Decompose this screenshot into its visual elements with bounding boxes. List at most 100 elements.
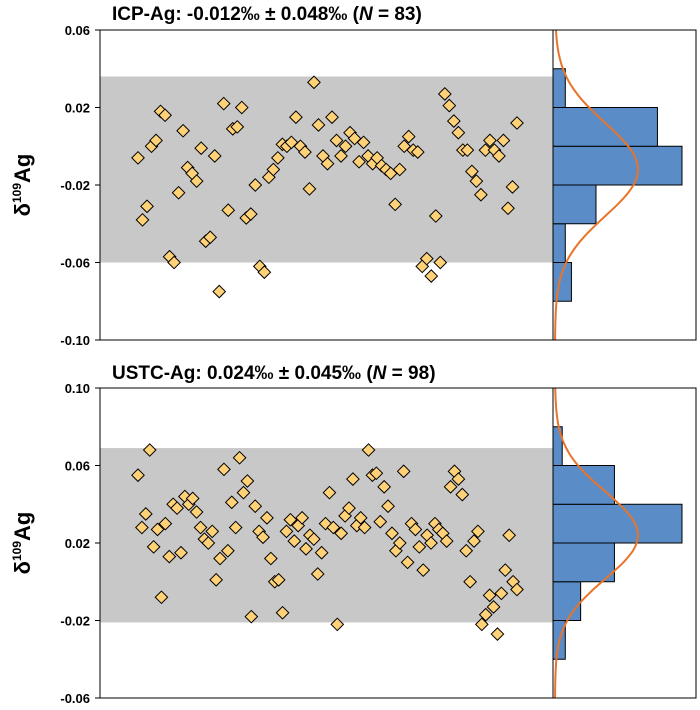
data-point xyxy=(490,627,505,641)
data-point xyxy=(174,545,188,560)
data-point xyxy=(334,149,348,163)
y-tick-label: 0.02 xyxy=(65,536,90,551)
data-point xyxy=(299,541,313,556)
data-point xyxy=(135,212,150,227)
data-point xyxy=(385,526,399,541)
normal-curve xyxy=(554,29,639,340)
data-point xyxy=(248,499,263,514)
data-point xyxy=(502,528,517,543)
data-point xyxy=(334,526,349,541)
data-point xyxy=(287,534,302,548)
panel-2: USTC-Ag: 0.024‰ ± 0.045‰ (N = 98) 0.10 0.0… xyxy=(10,363,697,706)
data-point xyxy=(408,522,423,537)
data-point xyxy=(471,524,485,539)
data-point xyxy=(240,474,255,488)
data-point xyxy=(194,141,209,156)
data-point xyxy=(478,143,493,158)
data-point xyxy=(381,499,395,514)
data-point xyxy=(322,485,337,500)
histogram-bar xyxy=(552,262,572,302)
normal-curve xyxy=(554,388,639,698)
y-axis-label: δ109Ag xyxy=(10,512,35,575)
data-point xyxy=(482,588,497,603)
histogram-bar xyxy=(552,184,597,225)
data-point xyxy=(474,617,489,632)
data-point xyxy=(248,178,263,192)
data-point xyxy=(377,479,392,494)
data-point xyxy=(217,462,231,477)
data-point xyxy=(209,572,224,587)
data-point xyxy=(498,563,513,578)
histogram-bar xyxy=(552,68,566,108)
data-point xyxy=(459,543,474,558)
y-tick-label: -0.06 xyxy=(60,256,90,271)
data-point xyxy=(357,520,372,535)
data-point xyxy=(338,139,353,154)
y-axis-label: δ109Ag xyxy=(10,154,35,217)
data-point xyxy=(330,617,345,632)
data-point xyxy=(236,485,251,500)
data-point xyxy=(325,110,339,125)
data-point xyxy=(207,149,222,163)
data-point xyxy=(437,87,452,101)
data-point xyxy=(266,162,281,177)
y-tick-label: -0.02 xyxy=(60,178,90,193)
data-point xyxy=(311,118,326,132)
data-point xyxy=(392,162,407,177)
data-point xyxy=(353,510,368,525)
data-point xyxy=(260,510,274,525)
data-point xyxy=(232,450,247,465)
data-point xyxy=(433,255,448,270)
data-point xyxy=(486,600,501,614)
data-point xyxy=(469,174,484,189)
data-point xyxy=(410,145,425,159)
data-point xyxy=(473,187,488,202)
data-point xyxy=(224,495,239,510)
data-point xyxy=(295,510,310,525)
data-point xyxy=(463,574,478,589)
data-point xyxy=(342,501,356,516)
data-point xyxy=(416,563,431,578)
y-tick-label: -0.06 xyxy=(60,691,90,706)
data-point xyxy=(275,605,290,620)
data-point xyxy=(302,181,317,196)
y-tick-label: -0.02 xyxy=(60,614,90,629)
histogram-bar xyxy=(552,145,683,186)
data-point xyxy=(162,549,177,564)
data-point xyxy=(193,520,208,535)
data-point xyxy=(478,607,493,622)
data-point xyxy=(189,174,204,189)
data-point xyxy=(483,133,497,148)
data-point xyxy=(146,539,161,554)
data-point xyxy=(369,466,384,481)
data-point xyxy=(205,524,220,539)
y-tick-label: 0.06 xyxy=(65,23,90,38)
histogram-bar xyxy=(552,542,615,583)
data-point xyxy=(428,209,443,223)
data-point xyxy=(263,551,278,566)
data-point xyxy=(216,96,231,111)
y-tick-label: 0.06 xyxy=(65,459,90,474)
data-point xyxy=(320,156,335,171)
histogram-frame xyxy=(552,29,697,341)
data-point xyxy=(329,133,344,148)
data-point xyxy=(213,551,227,566)
data-point xyxy=(140,199,154,214)
data-point xyxy=(234,100,249,115)
data-point xyxy=(361,443,376,457)
data-point xyxy=(220,543,235,558)
data-point xyxy=(352,154,366,169)
panel-1: ICP-Ag: -0.012‰ ± 0.048‰ (N = 83) 0.06 0.0… xyxy=(10,4,697,348)
data-point xyxy=(345,472,360,486)
histogram-bar xyxy=(552,581,582,621)
data-point xyxy=(135,520,149,535)
data-point xyxy=(464,164,479,179)
data-point xyxy=(150,522,165,537)
data-point xyxy=(419,251,434,266)
data-point xyxy=(171,185,186,200)
data-point xyxy=(501,201,515,216)
data-point xyxy=(270,150,285,165)
histogram-bar xyxy=(552,107,658,147)
data-point xyxy=(451,472,466,486)
data-point xyxy=(388,197,403,212)
